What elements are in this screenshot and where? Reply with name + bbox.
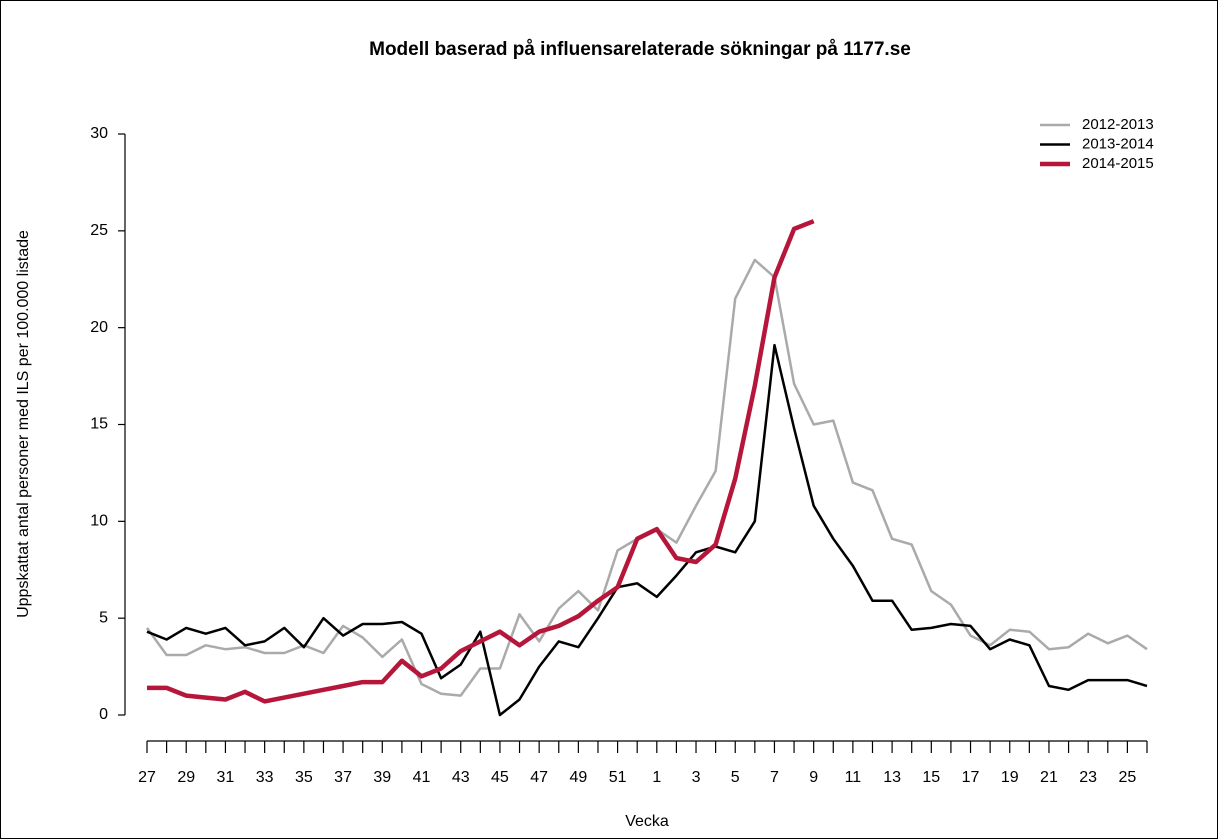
x-tick-label: 15 bbox=[922, 769, 940, 786]
x-tick-label: 1 bbox=[652, 769, 661, 786]
series-line bbox=[147, 219, 815, 704]
x-tick-label: 29 bbox=[177, 769, 195, 786]
legend-label: 2013-2014 bbox=[1082, 135, 1154, 152]
x-tick-label: 33 bbox=[256, 769, 274, 786]
x-tick-label: 23 bbox=[1079, 769, 1097, 786]
y-tick-label: 5 bbox=[99, 609, 108, 626]
x-tick-label: 5 bbox=[731, 769, 740, 786]
x-tick-label: 3 bbox=[692, 769, 701, 786]
x-tick-label: 45 bbox=[491, 769, 509, 786]
x-tick-label: 41 bbox=[413, 769, 431, 786]
chart-title: Modell baserad på influensarelaterade sö… bbox=[369, 39, 911, 60]
x-tick-label: 47 bbox=[530, 769, 548, 786]
x-tick-label: 19 bbox=[1001, 769, 1019, 786]
x-tick-label: 13 bbox=[883, 769, 901, 786]
x-tick-label: 25 bbox=[1118, 769, 1136, 786]
x-tick-label: 51 bbox=[609, 769, 627, 786]
x-tick-label: 31 bbox=[217, 769, 235, 786]
x-tick-label: 49 bbox=[569, 769, 587, 786]
y-tick-label: 25 bbox=[90, 222, 108, 239]
y-tick-label: 20 bbox=[90, 319, 108, 336]
x-tick-label: 39 bbox=[373, 769, 391, 786]
x-tick-label: 27 bbox=[138, 769, 156, 786]
x-tick-label: 43 bbox=[452, 769, 470, 786]
x-tick-label: 37 bbox=[334, 769, 352, 786]
series-line bbox=[146, 343, 1148, 717]
x-tick-label: 7 bbox=[770, 769, 779, 786]
legend-label: 2012-2013 bbox=[1082, 116, 1154, 133]
y-tick-label: 10 bbox=[90, 513, 108, 530]
y-tick-label: 30 bbox=[90, 125, 108, 142]
x-tick-label: 9 bbox=[809, 769, 818, 786]
x-tick-label: 21 bbox=[1040, 769, 1058, 786]
legend-label: 2014-2015 bbox=[1082, 155, 1154, 172]
y-tick-label: 0 bbox=[99, 706, 108, 723]
y-tick-label: 15 bbox=[90, 416, 108, 433]
x-tick-label: 17 bbox=[962, 769, 980, 786]
y-axis-label: Uppskattat antal personer med ILS per 10… bbox=[15, 230, 32, 618]
x-axis-label: Vecka bbox=[625, 813, 669, 830]
x-tick-label: 11 bbox=[845, 769, 862, 786]
x-tick-label: 35 bbox=[295, 769, 313, 786]
